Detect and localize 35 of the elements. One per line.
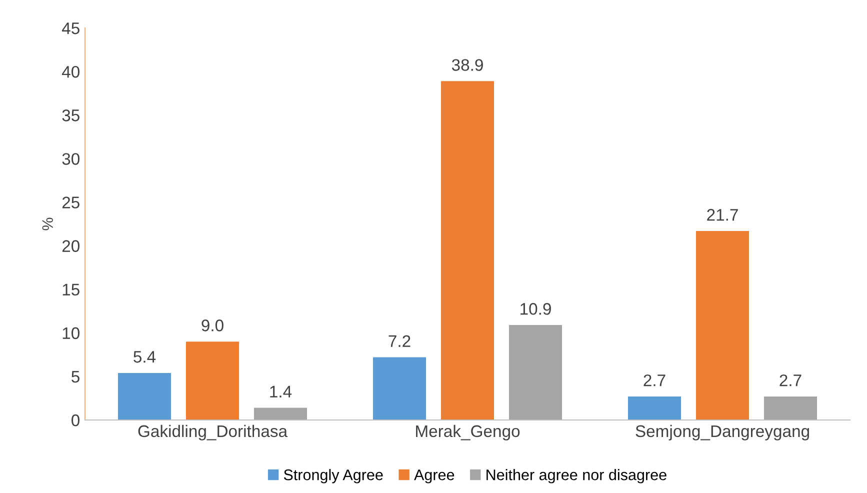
- y-tick-label: 35: [62, 110, 80, 122]
- bar: [696, 230, 750, 420]
- y-tick-label: 15: [62, 284, 80, 296]
- data-label: 1.4: [270, 386, 292, 398]
- bar: [508, 325, 562, 420]
- data-label: 2.7: [644, 374, 666, 386]
- bar: [764, 396, 818, 420]
- y-tick-label: 20: [62, 240, 80, 252]
- x-tick-label: Semjong_Dangreygang: [636, 424, 809, 440]
- y-tick-label: 0: [72, 414, 80, 426]
- legend-label: Neither agree nor disagree: [486, 469, 666, 484]
- data-label: 7.2: [388, 335, 410, 347]
- bar: [628, 396, 682, 420]
- bar: [372, 357, 426, 420]
- bar: [118, 372, 172, 420]
- bar: [440, 81, 494, 420]
- data-label: 21.7: [707, 208, 738, 221]
- data-label: 38.9: [452, 59, 483, 71]
- data-label: 10.9: [520, 303, 551, 315]
- data-label: 9.0: [202, 320, 224, 332]
- x-tick-label: Merak_Gengo: [416, 424, 520, 440]
- y-tick-label: 30: [62, 153, 80, 165]
- data-label: 5.4: [134, 351, 156, 363]
- bar: [254, 408, 308, 420]
- legend-label: Strongly Agree: [284, 469, 383, 484]
- legend-label: Agree: [414, 470, 454, 484]
- x-tick-label: Gakidling_Dorithasa: [138, 424, 288, 440]
- y-tick-label: 25: [62, 196, 80, 208]
- bar: [186, 342, 240, 420]
- y-tick-label: 40: [62, 66, 80, 78]
- y-tick-label: 45: [62, 22, 80, 34]
- data-label: 2.7: [780, 374, 802, 386]
- y-tick-label: 5: [72, 371, 80, 383]
- y-tick-label: 10: [62, 327, 80, 340]
- y-axis-title: %: [42, 218, 53, 230]
